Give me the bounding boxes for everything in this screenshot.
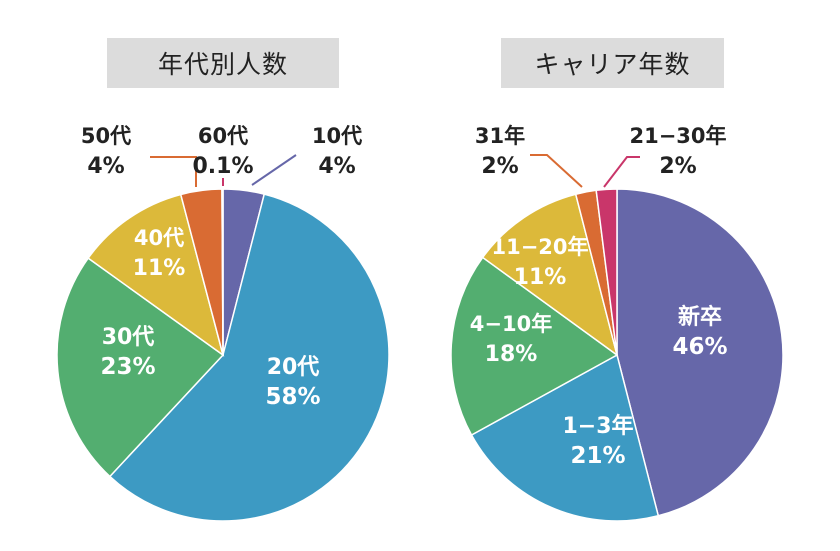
slice-value-0-4: 4% <box>87 154 124 179</box>
slice-label-1-2: 4−10年 <box>470 312 552 336</box>
pie-slice-1-5 <box>595 188 618 356</box>
slice-value-1-4: 2% <box>481 154 518 179</box>
leader-line-1-5 <box>603 156 640 188</box>
slice-value-1-2: 18% <box>485 342 538 367</box>
slice-label-1-3: 11−20年 <box>491 235 588 259</box>
pie-age: 10代 4% 20代 58% 30代 23% 40代 11% 50代 4% 60代 0.1% <box>56 124 390 522</box>
slice-label-1-1: 1−3年 <box>562 413 633 439</box>
chart-title-career: キャリア年数 <box>501 38 724 88</box>
pie-slice-0-3 <box>87 193 225 357</box>
slice-value-1-5: 2% <box>659 154 696 179</box>
chart-title-age: 年代別人数 <box>107 38 339 88</box>
slice-label-1-5: 21−30年 <box>629 124 726 148</box>
pie-slice-1-0 <box>616 188 784 517</box>
slice-value-1-1: 21% <box>570 443 625 469</box>
slice-value-0-1: 58% <box>265 384 320 410</box>
pie-slice-1-3 <box>481 193 619 357</box>
slice-value-0-2: 23% <box>100 354 155 380</box>
slice-label-0-3: 40代 <box>134 226 184 250</box>
pie-slice-1-2 <box>450 256 619 436</box>
leader-line-0-4 <box>150 156 197 187</box>
pie-slice-0-1 <box>108 193 390 522</box>
slice-value-0-5: 0.1% <box>192 154 253 179</box>
pie-career: 新卒 46% 1−3年 21% 4−10年 18% 11−20年 11% 31年 2% 21−30年… <box>450 124 784 522</box>
slice-label-0-4: 50代 <box>81 124 131 148</box>
slice-value-1-0: 46% <box>672 334 727 360</box>
slice-label-0-5: 60代 <box>198 124 248 148</box>
pie-slice-0-2 <box>56 257 225 478</box>
leader-line-1-4 <box>530 154 583 188</box>
pie-slice-1-1 <box>470 353 660 522</box>
slice-label-0-1: 20代 <box>267 355 320 380</box>
slice-label-0-2: 30代 <box>102 325 155 350</box>
leader-line-0-0 <box>251 154 297 186</box>
pie-slice-0-5 <box>221 188 224 356</box>
slice-label-1-0: 新卒 <box>678 304 722 330</box>
slice-value-0-0: 4% <box>318 154 355 179</box>
slice-label-0-0: 10代 <box>312 124 362 148</box>
slice-value-1-3: 11% <box>514 265 567 290</box>
slice-label-1-4: 31年 <box>475 124 525 148</box>
slice-value-0-3: 11% <box>133 256 186 281</box>
